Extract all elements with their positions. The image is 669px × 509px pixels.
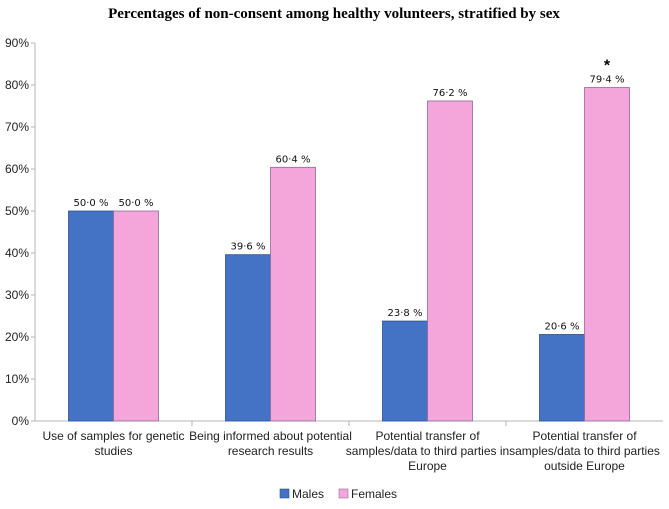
legend-swatch-females	[338, 488, 349, 499]
bar-males	[382, 320, 428, 422]
category-label: studies	[94, 444, 132, 458]
data-label: 79·4 %	[590, 75, 625, 86]
data-label: 23·8 %	[388, 308, 423, 319]
data-label: 50·0 %	[119, 198, 154, 209]
bar-females	[113, 210, 159, 422]
legend-label-females: Females	[351, 487, 397, 501]
significance-asterisk: *	[604, 58, 611, 75]
category-label: Being informed about potential	[189, 429, 352, 443]
y-tick-label: 0%	[12, 414, 30, 428]
y-tick-label: 80%	[5, 78, 29, 92]
data-label: 76·2 %	[433, 88, 468, 99]
bar-males	[68, 210, 114, 422]
y-tick-label: 60%	[5, 162, 29, 176]
legend-swatch-males	[279, 488, 290, 499]
y-tick-label: 70%	[5, 120, 29, 134]
data-label: 60·4 %	[276, 154, 311, 165]
category-label: Europe	[408, 459, 447, 473]
category-label: Use of samples for genetic	[42, 429, 184, 443]
y-tick-label: 30%	[5, 288, 29, 302]
category-label: research results	[228, 444, 313, 458]
category-label: Potential transfer of	[375, 429, 480, 443]
category-label: Potential transfer of	[532, 429, 637, 443]
data-label: 39·6 %	[231, 242, 266, 253]
y-tick-label: 10%	[5, 372, 29, 386]
data-label: 20·6 %	[545, 321, 580, 332]
y-tick-label: 90%	[5, 36, 29, 50]
category-label: samples/data to third parties in	[346, 444, 509, 458]
y-tick-label: 40%	[5, 246, 29, 260]
bar-males	[539, 334, 585, 422]
category-label: outside Europe	[544, 459, 625, 473]
bar-females	[270, 166, 316, 422]
chart-title: Percentages of non-consent among healthy…	[108, 6, 560, 22]
bar-males	[225, 254, 271, 422]
bar-females	[427, 100, 473, 422]
bar-females	[584, 87, 630, 422]
plot-area: 0% 10% 20% 30% 40% 50% 60% 70% 80% 90% 50·0 % 50·0 …	[5, 36, 663, 501]
data-label: 50·0 %	[74, 198, 109, 209]
category-label: samples/data to third parties	[509, 444, 660, 458]
y-tick-label: 20%	[5, 330, 29, 344]
legend-label-males: Males	[292, 487, 324, 501]
y-tick-label: 50%	[5, 204, 29, 218]
